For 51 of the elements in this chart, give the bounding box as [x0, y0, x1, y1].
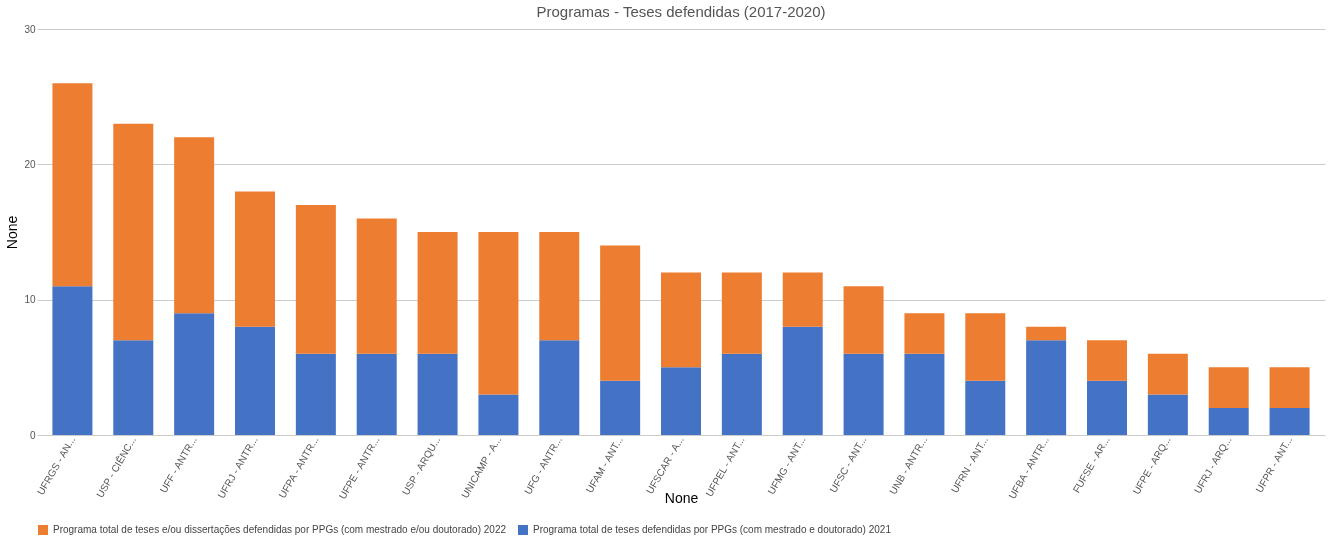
bar [174, 313, 215, 435]
bar [965, 380, 1006, 435]
bar [235, 191, 275, 327]
bar [661, 272, 701, 368]
bar [52, 286, 93, 435]
bar [478, 394, 519, 435]
bar [1087, 340, 1127, 381]
bar [721, 272, 762, 354]
y-tick-label: 0 [29, 429, 36, 441]
bar [904, 353, 945, 435]
bar [721, 353, 762, 435]
bar [843, 286, 884, 354]
y-tick-label: 30 [24, 23, 36, 35]
bar [417, 232, 458, 354]
legend-label: Programa total de teses defendidas por PPGs (com mestrado e doutorado) 2021 [533, 524, 892, 535]
bar [52, 83, 93, 287]
bar [417, 353, 458, 435]
bar [1269, 407, 1310, 435]
x-axis-title: None [664, 489, 699, 506]
bar [1026, 326, 1067, 341]
bar [1208, 367, 1249, 408]
bar [1087, 380, 1127, 435]
bar [843, 353, 884, 435]
bar [782, 272, 823, 327]
bar [600, 245, 641, 381]
bar [539, 340, 580, 435]
bar [174, 137, 215, 314]
bar [356, 218, 397, 354]
bar [661, 367, 701, 435]
bar [539, 232, 580, 341]
bar [1269, 367, 1310, 408]
bar [1147, 353, 1188, 395]
bar [1208, 407, 1249, 435]
y-tick-label: 10 [24, 294, 36, 306]
chart-title: Programas - Teses defendidas (2017-2020) [536, 3, 826, 20]
legend-label: Programa total de teses e/ou dissertações defendidas por PPGs (com mestrado e/ou doutorado) 2022 [53, 524, 507, 535]
y-tick-label: 20 [24, 158, 36, 170]
bar [904, 313, 945, 354]
bar [600, 380, 641, 435]
bar [356, 353, 397, 435]
bar [113, 340, 154, 435]
y-axis-title: None [4, 215, 21, 250]
bar [478, 232, 519, 395]
bar [295, 204, 336, 354]
bar [965, 313, 1006, 381]
bar [295, 353, 336, 435]
bar [782, 326, 823, 435]
bar [1026, 340, 1067, 435]
bar [235, 326, 275, 435]
bar [113, 123, 154, 341]
bar [1147, 394, 1188, 435]
